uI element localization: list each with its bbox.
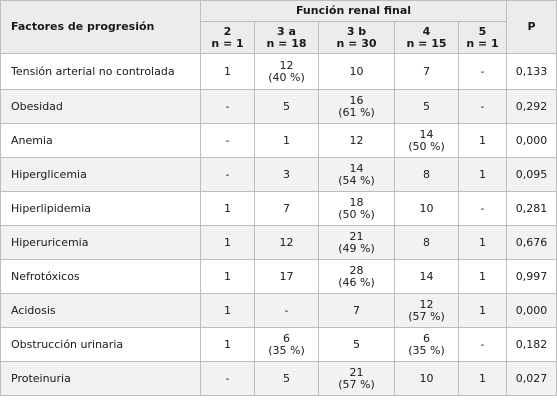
cell-c5: - [458, 327, 507, 362]
cell-c3a: 12 (40 %) [254, 53, 319, 90]
cell-c3a: 1 [254, 123, 319, 158]
header-factor: Factores de progresión [0, 0, 201, 54]
table-row: Hiperglicemia -3 14 (54 %) 8 1 0,095 [0, 157, 557, 192]
table-row: Tensión arterial no controlada 1 12 (40 %) 1… [0, 53, 557, 90]
cell-c3b: 21 (57 %) [318, 361, 395, 396]
cell-c3b: 21 (49 %) [318, 225, 395, 260]
row-factor: Proteinuria [0, 361, 201, 396]
cell-p: 0,000 [506, 123, 557, 158]
table-row: Hiperuricemia 1 12 21 (49 %) 8 1 0,676 [0, 225, 557, 260]
cell-c2: 1 [200, 191, 255, 226]
cell-c4: 8 [394, 157, 459, 192]
cell-c3a: 7 [254, 191, 319, 226]
cell-c5: 1 [458, 361, 507, 396]
row-factor: Tensión arterial no controlada [0, 53, 201, 90]
cell-c2: - [200, 89, 255, 124]
cell-c5: - [458, 53, 507, 90]
cell-c3a: 6 (35 %) [254, 327, 319, 362]
cell-c2: - [200, 123, 255, 158]
cell-c3a: 5 [254, 89, 319, 124]
cell-p: 0,133 [506, 53, 557, 90]
cell-c5: - [458, 89, 507, 124]
cell-c4: 10 [394, 361, 459, 396]
table-row: Acidosis 1-7 12 (57 %) 1 0,000 [0, 293, 557, 328]
cell-c3b: 18 (50 %) [318, 191, 395, 226]
cell-c4: 10 [394, 191, 459, 226]
cell-c3a: - [254, 293, 319, 328]
row-factor: Hiperlipidemia [0, 191, 201, 226]
cell-c2: - [200, 157, 255, 192]
cell-c3a: 5 [254, 361, 319, 396]
cell-c2: 1 [200, 259, 255, 294]
row-factor: Obstrucción urinaria [0, 327, 201, 362]
row-factor: Acidosis [0, 293, 201, 328]
cell-p: 0,997 [506, 259, 557, 294]
cell-c4: 14 [394, 259, 459, 294]
cell-c4: 12 (57 %) [394, 293, 459, 328]
row-factor: Nefrotóxicos [0, 259, 201, 294]
cell-c2: - [200, 361, 255, 396]
table-row: Hiperlipidemia 1 7 18 (50 %) 10-0,281 [0, 191, 557, 226]
cell-p: 0,676 [506, 225, 557, 260]
cell-c5: - [458, 191, 507, 226]
cell-c2: 1 [200, 293, 255, 328]
cell-c5: 1 [458, 259, 507, 294]
table-row: Nefrotóxicos 1 17 28 (46 %) 14 1 0,997 [0, 259, 557, 294]
cell-c4: 5 [394, 89, 459, 124]
cell-c3b: 12 [318, 123, 395, 158]
cell-c5: 1 [458, 157, 507, 192]
cell-c3b: 28 (46 %) [318, 259, 395, 294]
row-factor: Anemia [0, 123, 201, 158]
cell-c3a: 3 [254, 157, 319, 192]
cell-p: 0,182 [506, 327, 557, 362]
cell-c3b: 7 [318, 293, 395, 328]
cell-c4: 14 (50 %) [394, 123, 459, 158]
cell-p: 0,281 [506, 191, 557, 226]
cell-c5: 1 [458, 293, 507, 328]
table-body: Tensión arterial no controlada 1 12 (40 %) 1… [0, 53, 557, 396]
cell-c4: 8 [394, 225, 459, 260]
cell-c2: 1 [200, 53, 255, 90]
cell-c5: 1 [458, 123, 507, 158]
header-group: Función renal final [200, 0, 507, 22]
row-factor: Obesidad [0, 89, 201, 124]
cell-c4: 6 (35 %) [394, 327, 459, 362]
cell-c3b: 16 (61 %) [318, 89, 395, 124]
cell-p: 0,095 [506, 157, 557, 192]
cell-p: 0,292 [506, 89, 557, 124]
row-factor: Hiperuricemia [0, 225, 201, 260]
table-row: Obstrucción urinaria 1 6 (35 %) 5 6 (35 %) -0,1… [0, 327, 557, 362]
cell-c2: 1 [200, 225, 255, 260]
cell-p: 0,000 [506, 293, 557, 328]
table-row: Proteinuria -5 21 (57 %) 10 1 0,027 [0, 361, 557, 396]
cell-p: 0,027 [506, 361, 557, 396]
cell-c3b: 14 (54 %) [318, 157, 395, 192]
cell-c3b: 5 [318, 327, 395, 362]
cell-c3a: 12 [254, 225, 319, 260]
header-p: P [506, 0, 557, 54]
cell-c3a: 17 [254, 259, 319, 294]
cell-c4: 7 [394, 53, 459, 90]
row-factor: Hiperglicemia [0, 157, 201, 192]
table-row: Obesidad -5 16 (61 %) 5-0,292 [0, 89, 557, 124]
cell-c3b: 10 [318, 53, 395, 90]
table-row: Anemia -1 12 14 (50 %) 1 0,000 [0, 123, 557, 158]
cell-c2: 1 [200, 327, 255, 362]
cell-c5: 1 [458, 225, 507, 260]
